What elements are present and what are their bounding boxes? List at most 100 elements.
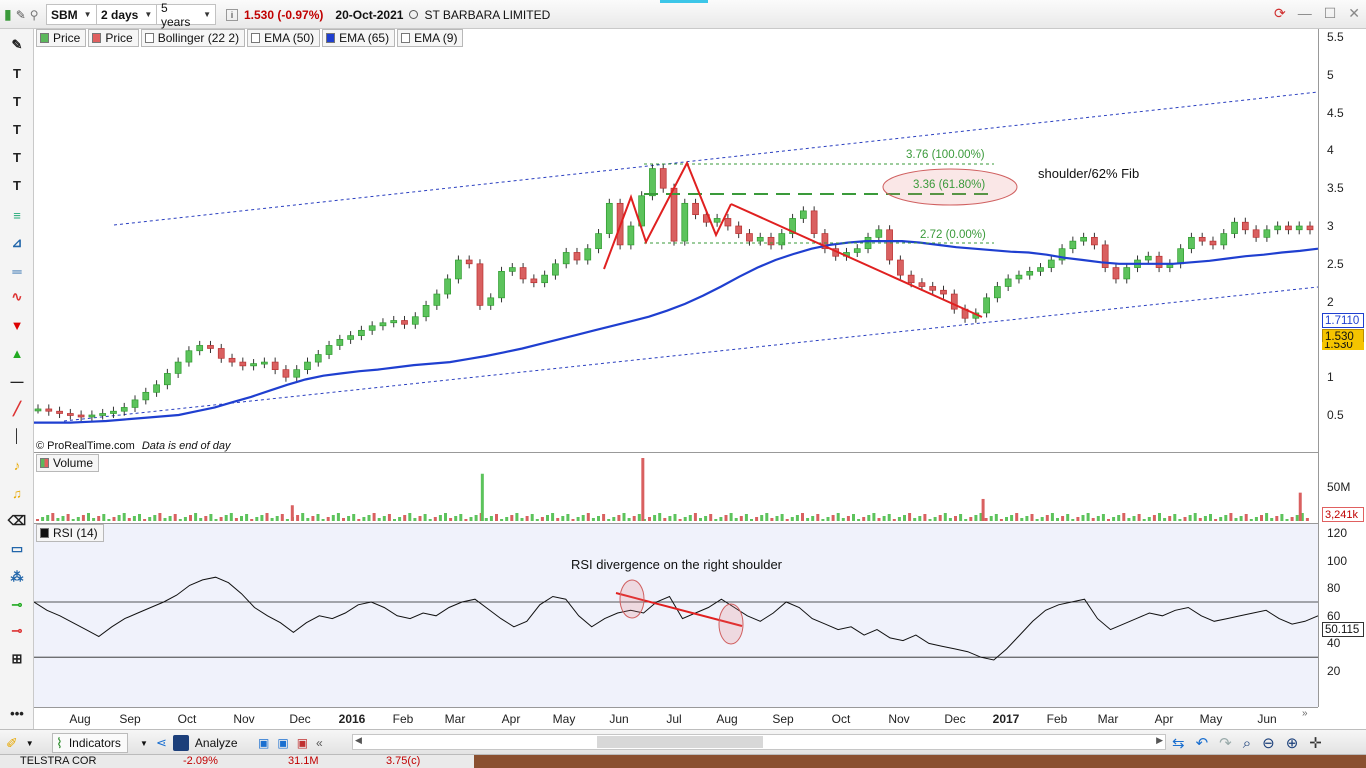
- volume-bar: [770, 518, 774, 521]
- swatch: [144, 33, 154, 43]
- vline-icon[interactable]: │: [12, 427, 22, 443]
- candle-body: [573, 252, 581, 261]
- legend-item-ema-50[interactable]: EMA (50): [247, 29, 321, 47]
- trash-icon[interactable]: ⌫: [7, 513, 27, 528]
- candle-body: [131, 399, 139, 408]
- pointer-icon[interactable]: ✛: [1309, 735, 1322, 752]
- compare-icon[interactable]: ▣: [277, 736, 289, 750]
- minimize-icon[interactable]: —: [1297, 5, 1312, 21]
- legend-item-volume[interactable]: Volume: [36, 454, 100, 472]
- trendline-icon[interactable]: ╱: [13, 401, 21, 416]
- chevron-down-icon[interactable]: ▼: [140, 738, 148, 748]
- text-tool-icon[interactable]: T: [13, 93, 21, 109]
- close-icon[interactable]: ✕: [1348, 5, 1360, 21]
- chart-type-icon[interactable]: ▣: [296, 736, 309, 750]
- collapse-icon[interactable]: «: [316, 736, 323, 750]
- volume-bar: [954, 516, 957, 521]
- legend-item-bollinger-22-2[interactable]: Bollinger (22 2): [140, 29, 246, 47]
- rectangle-icon[interactable]: ▭: [10, 541, 24, 556]
- text-tool-icon[interactable]: T: [13, 121, 21, 137]
- zoom-box-icon[interactable]: ⌕: [1242, 734, 1252, 752]
- chevron-down-icon[interactable]: ▼: [25, 738, 34, 748]
- chart-canvas[interactable]: [34, 29, 1318, 707]
- sync-icon[interactable]: ⇆: [1172, 735, 1185, 752]
- lock-icon[interactable]: ⚲: [29, 7, 39, 22]
- volume-bar: [403, 515, 407, 521]
- status-circle-icon: [409, 10, 419, 19]
- hline-icon[interactable]: —: [10, 373, 24, 389]
- legend-item-price[interactable]: Price: [88, 29, 139, 47]
- refresh-icon[interactable]: ⟳: [1273, 5, 1286, 21]
- ticker-select[interactable]: SBM ▼: [46, 4, 97, 25]
- candles-icon[interactable]: ▮: [4, 6, 12, 22]
- analyze-button[interactable]: ⋖ Analyze: [156, 733, 238, 753]
- volume-bar: [959, 514, 963, 521]
- legend-item-rsi[interactable]: RSI (14): [36, 524, 104, 542]
- buy-line-icon[interactable]: ⊸: [11, 597, 23, 612]
- sell-line-icon[interactable]: ⊸: [11, 623, 23, 638]
- maximize-icon[interactable]: ☐: [1323, 5, 1337, 21]
- candle-body: [358, 329, 365, 336]
- redo-icon[interactable]: ↷: [1219, 735, 1232, 752]
- date-tick: Jun: [1257, 712, 1277, 726]
- rsi-line: [34, 576, 1318, 661]
- legend-label: EMA (50): [264, 31, 315, 45]
- zoom-out-icon[interactable]: ⊖: [1262, 735, 1275, 752]
- text-tool-icon[interactable]: T: [13, 65, 21, 81]
- zoom-in-icon[interactable]: ⊕: [1285, 735, 1299, 752]
- pattern-icon[interactable]: ⁂: [10, 569, 24, 584]
- chart-area[interactable]: Price Price Bollinger (22 2) EMA (50) EMA (6…: [34, 29, 1318, 707]
- date-axis[interactable]: Aug Sep Oct Nov Dec 2016 Feb Mar Apr May Jun Jul Aug…: [34, 707, 1318, 729]
- arrow-down-icon[interactable]: ▼: [10, 317, 24, 333]
- volume-bar: [306, 518, 310, 521]
- volume-bar: [1163, 518, 1167, 521]
- legend-item-ema-9[interactable]: EMA (9): [397, 29, 464, 47]
- candle-body: [918, 282, 926, 287]
- fibonacci-icon[interactable]: ≡: [13, 207, 21, 223]
- legend-item-ema-65[interactable]: EMA (65): [322, 29, 396, 47]
- draw-icon[interactable]: ✐: [6, 734, 18, 751]
- candle-body: [1069, 240, 1077, 250]
- curve-icon[interactable]: ∿: [11, 289, 23, 304]
- range-select[interactable]: 5 years ▼: [156, 1, 216, 29]
- volume-bar: [571, 519, 575, 521]
- text-tool-icon[interactable]: T: [13, 149, 21, 165]
- watchlist-row[interactable]: TELSTRA COR -2.09% 31.1M 3.75(c): [0, 754, 1366, 768]
- alert-settings-icon[interactable]: ♫: [12, 485, 22, 501]
- rsi-tick: 120: [1327, 526, 1348, 540]
- scroll-right-icon[interactable]: ▶: [1156, 735, 1163, 745]
- price-axis[interactable]: 5.554.543.532.521.510.5 1.7110 1.530 1.5…: [1318, 29, 1366, 707]
- volume-bar: [510, 515, 514, 521]
- info-icon[interactable]: i: [226, 8, 238, 21]
- indicators-button[interactable]: ⌇ Indicators: [52, 733, 128, 753]
- volume-bar: [433, 517, 437, 521]
- alert-bell-icon[interactable]: ♪: [13, 457, 21, 473]
- comment-icon[interactable]: ▣: [258, 736, 270, 750]
- candle-body: [950, 293, 958, 310]
- legend-item-price[interactable]: Price: [36, 29, 87, 47]
- volume-bar: [974, 515, 978, 521]
- candle-body: [476, 263, 484, 306]
- fib-lines-icon[interactable]: ═: [12, 263, 22, 279]
- edit-icon[interactable]: ✎: [15, 7, 26, 22]
- candle-body: [735, 225, 743, 234]
- candle-body: [261, 361, 268, 365]
- candle-body: [314, 354, 322, 363]
- ruler-icon[interactable]: ⊞: [11, 651, 23, 666]
- interval-select[interactable]: 2 days ▼: [96, 4, 158, 25]
- fib-fan-icon[interactable]: ⊿: [11, 235, 23, 250]
- more-icon[interactable]: •••: [10, 705, 24, 721]
- undo-icon[interactable]: ↶: [1195, 735, 1209, 752]
- pencil-icon[interactable]: ✎: [11, 37, 23, 52]
- horizontal-scrollbar[interactable]: ◀ ▶: [352, 734, 1166, 750]
- volume-bar: [1265, 513, 1269, 521]
- candle-body: [120, 407, 128, 412]
- scroll-thumb[interactable]: [597, 736, 763, 748]
- candle-body: [508, 267, 516, 272]
- volume-bar: [1132, 516, 1136, 521]
- scroll-left-icon[interactable]: ◀: [355, 735, 362, 745]
- text-tool-icon[interactable]: T: [13, 177, 21, 193]
- arrow-up-icon[interactable]: ▲: [10, 345, 24, 361]
- axis-scroll-icon[interactable]: »: [1302, 708, 1308, 719]
- quote-info: i 1.530 (-0.97%) 20-Oct-2021 ST BARBARA …: [226, 4, 550, 25]
